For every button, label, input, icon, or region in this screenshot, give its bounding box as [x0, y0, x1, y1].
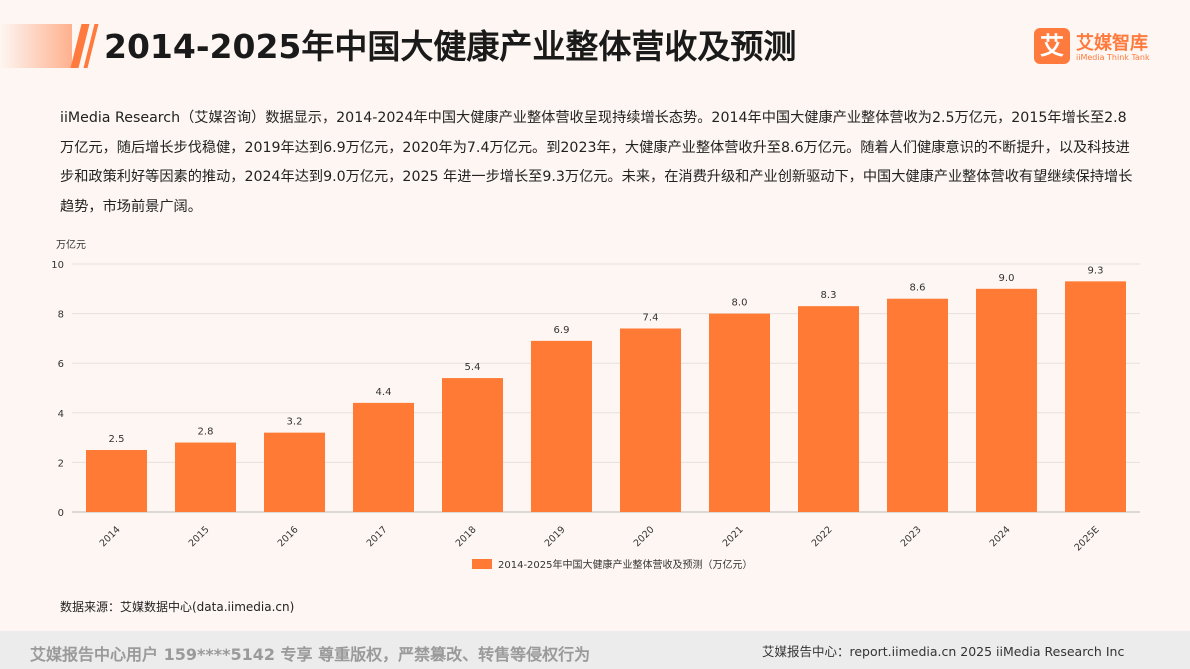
logo-mark-icon: 艾 — [1034, 28, 1070, 64]
y-tick-label: 0 — [58, 508, 64, 519]
footer-copyright-notice: 艾媒报告中心用户 159****5142 专享 尊重版权，严禁篡改、转售等侵权行… — [30, 645, 591, 664]
data-label: 4.4 — [376, 387, 392, 398]
data-label: 5.4 — [465, 362, 481, 373]
x-tick-label: 2018 — [454, 524, 479, 549]
data-label: 8.0 — [732, 298, 748, 309]
x-tick-label: 2022 — [810, 524, 835, 549]
bar — [798, 306, 859, 512]
y-axis-unit-label: 万亿元 — [56, 240, 86, 251]
x-tick-label: 2016 — [276, 524, 301, 549]
bar — [887, 298, 948, 512]
bar — [442, 378, 503, 512]
title-gradient-decoration — [0, 24, 72, 68]
data-label: 9.3 — [1088, 265, 1104, 276]
bar — [264, 432, 325, 512]
x-tick-label: 2023 — [899, 524, 924, 549]
logo-text-cn: 艾媒智库 — [1076, 33, 1148, 54]
description-paragraph: iiMedia Research（艾媒咨询）数据显示，2014-2024年中国大… — [60, 110, 1133, 215]
page-title: 2014-2025年中国大健康产业整体营收及预测 — [104, 27, 797, 66]
bar — [86, 450, 147, 512]
bar — [976, 288, 1037, 512]
data-label: 6.9 — [554, 325, 570, 336]
data-label: 8.3 — [821, 290, 837, 301]
x-tick-label: 2017 — [365, 524, 390, 549]
legend-label: 2014-2025年中国大健康产业整体营收及预测（万亿元） — [498, 558, 753, 571]
y-tick-label: 4 — [58, 409, 64, 420]
x-tick-label: 2015 — [187, 524, 212, 549]
x-tick-label: 2025E — [1072, 524, 1101, 553]
y-tick-label: 10 — [51, 260, 64, 271]
iimedia-logo: 艾 艾媒智库 iiMedia Think Tank — [1034, 28, 1164, 68]
x-tick-label: 2020 — [632, 524, 657, 549]
y-tick-label: 6 — [58, 359, 64, 370]
data-source-note: 数据来源：艾媒数据中心(data.iimedia.cn) — [60, 600, 295, 614]
logo-text-en: iiMedia Think Tank — [1076, 53, 1150, 62]
x-tick-label: 2024 — [988, 524, 1013, 549]
revenue-bar-chart: 0 2 4 6 8 10 2.5 2014 2.8 2015 3.2 2016 4.4 2017 5.4 20… — [51, 260, 1140, 571]
data-label: 7.4 — [643, 312, 659, 323]
x-tick-label: 2019 — [543, 524, 568, 549]
data-label: 2.5 — [109, 434, 125, 445]
bar — [1065, 281, 1126, 512]
data-label: 9.0 — [999, 273, 1015, 284]
footer-bar: 艾媒报告中心用户 159****5142 专享 尊重版权，严禁篡改、转售等侵权行… — [0, 631, 1190, 669]
y-tick-label: 8 — [58, 310, 64, 321]
x-tick-label: 2021 — [721, 524, 746, 549]
data-label: 3.2 — [287, 417, 303, 428]
legend-swatch — [472, 559, 492, 569]
bar — [353, 402, 414, 512]
y-tick-label: 2 — [58, 458, 64, 469]
data-label: 8.6 — [910, 283, 926, 294]
data-label: 2.8 — [198, 427, 214, 438]
bar — [620, 328, 681, 512]
bar — [531, 340, 592, 512]
bar — [709, 313, 770, 512]
x-tick-label: 2014 — [98, 524, 123, 549]
footer-site-info: 艾媒报告中心：report.iimedia.cn 2025 iiMedia Re… — [762, 644, 1125, 659]
bar — [175, 442, 236, 512]
